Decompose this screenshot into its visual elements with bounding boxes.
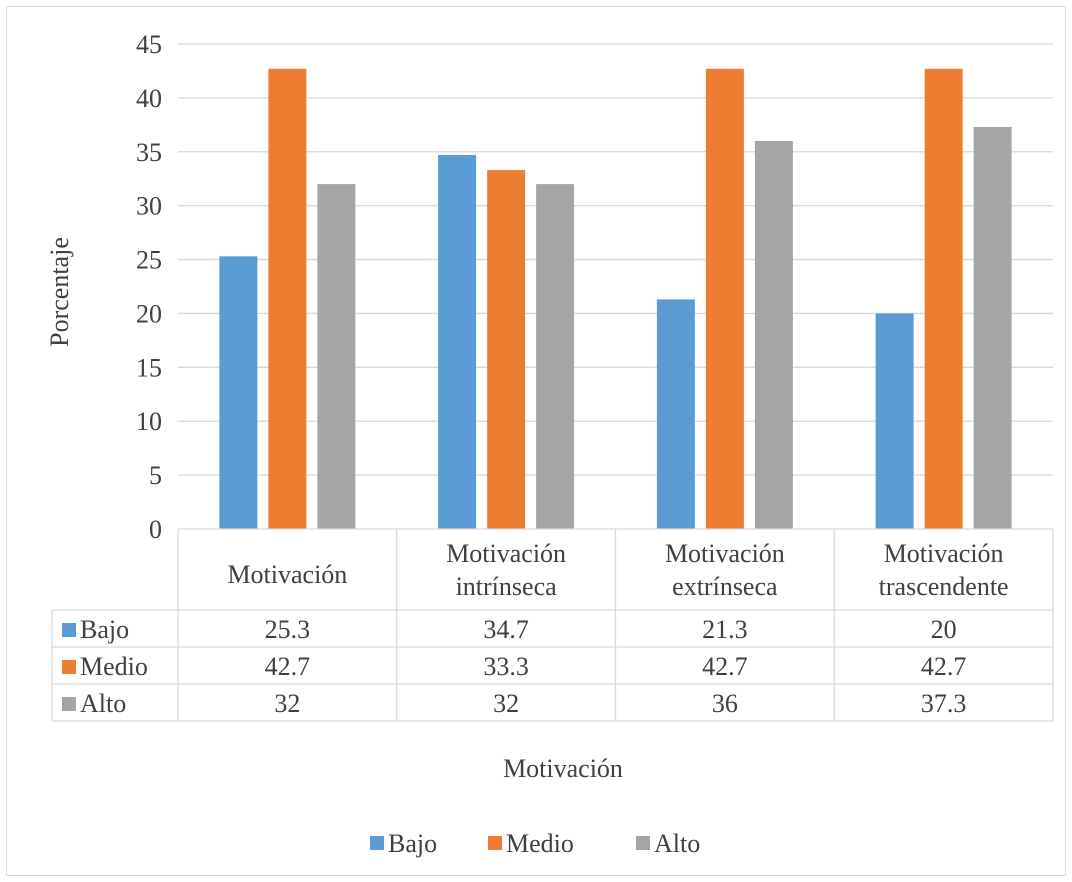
bar-medio xyxy=(268,68,307,530)
category-label: intrínseca xyxy=(456,572,558,601)
table-cell: 34.7 xyxy=(483,615,529,644)
legend-key-bajo xyxy=(370,836,384,850)
y-tick-label: 25 xyxy=(136,246,162,275)
table-cell: 42.7 xyxy=(265,652,311,681)
y-tick-label: 30 xyxy=(136,192,162,221)
table-row-label: Alto xyxy=(80,689,126,718)
y-tick-label: 15 xyxy=(136,353,162,382)
table-cell: 32 xyxy=(493,689,519,718)
gridlines xyxy=(178,43,1053,476)
table-cell: 21.3 xyxy=(702,615,748,644)
table-cell: 42.7 xyxy=(702,652,748,681)
bar-bajo xyxy=(656,299,695,529)
bar-bajo xyxy=(219,256,258,529)
bar-alto xyxy=(973,126,1012,529)
y-tick-label: 10 xyxy=(136,407,162,436)
legend-label: Bajo xyxy=(388,829,437,858)
table-cell: 33.3 xyxy=(483,652,529,681)
table-cell: 32 xyxy=(274,689,300,718)
category-label: Motivación xyxy=(665,539,785,568)
bar-bajo xyxy=(438,155,477,529)
table-cell: 25.3 xyxy=(265,615,311,644)
y-tick-label: 40 xyxy=(136,84,162,113)
y-axis-label: Porcentaje xyxy=(45,237,74,347)
legend-key-alto xyxy=(636,836,650,850)
bar-bajo xyxy=(875,313,914,529)
legend-key-medio xyxy=(488,836,502,850)
legend-label: Medio xyxy=(506,829,574,858)
category-label: extrínseca xyxy=(672,572,778,601)
y-tick-label: 0 xyxy=(149,515,162,544)
category-label: trascendente xyxy=(879,572,1009,601)
table-cell: 20 xyxy=(931,615,957,644)
bar-medio xyxy=(924,68,963,530)
table-row-label: Bajo xyxy=(80,615,129,644)
category-label: Motivación xyxy=(446,539,566,568)
table-legend-key xyxy=(62,623,76,637)
y-axis-ticks: 0 5 10 15 20 25 30 35 40 45 xyxy=(136,30,162,544)
data-table: Motivación Motivación intrínseca Motivación… xyxy=(51,528,1054,722)
legend-label: Alto xyxy=(654,829,700,858)
y-tick-label: 20 xyxy=(136,299,162,328)
y-tick-label: 45 xyxy=(136,30,162,59)
bar-alto xyxy=(754,141,793,529)
table-legend-key xyxy=(62,660,76,674)
table-row-label: Medio xyxy=(80,652,148,681)
category-label: Motivación xyxy=(227,560,347,589)
bar-alto xyxy=(536,184,575,529)
y-tick-label: 35 xyxy=(136,138,162,167)
bar-medio xyxy=(705,68,744,530)
legend: Bajo Medio Alto xyxy=(370,829,700,858)
x-axis-label: Motivación xyxy=(503,754,623,783)
table-cell: 42.7 xyxy=(921,652,967,681)
bar-alto xyxy=(317,184,356,529)
table-cell: 37.3 xyxy=(921,689,967,718)
bars xyxy=(219,68,1012,530)
y-tick-label: 5 xyxy=(149,461,162,490)
bar-medio xyxy=(487,170,526,529)
table-legend-key xyxy=(62,697,76,711)
table-cell: 36 xyxy=(712,689,738,718)
category-label: Motivación xyxy=(884,539,1004,568)
